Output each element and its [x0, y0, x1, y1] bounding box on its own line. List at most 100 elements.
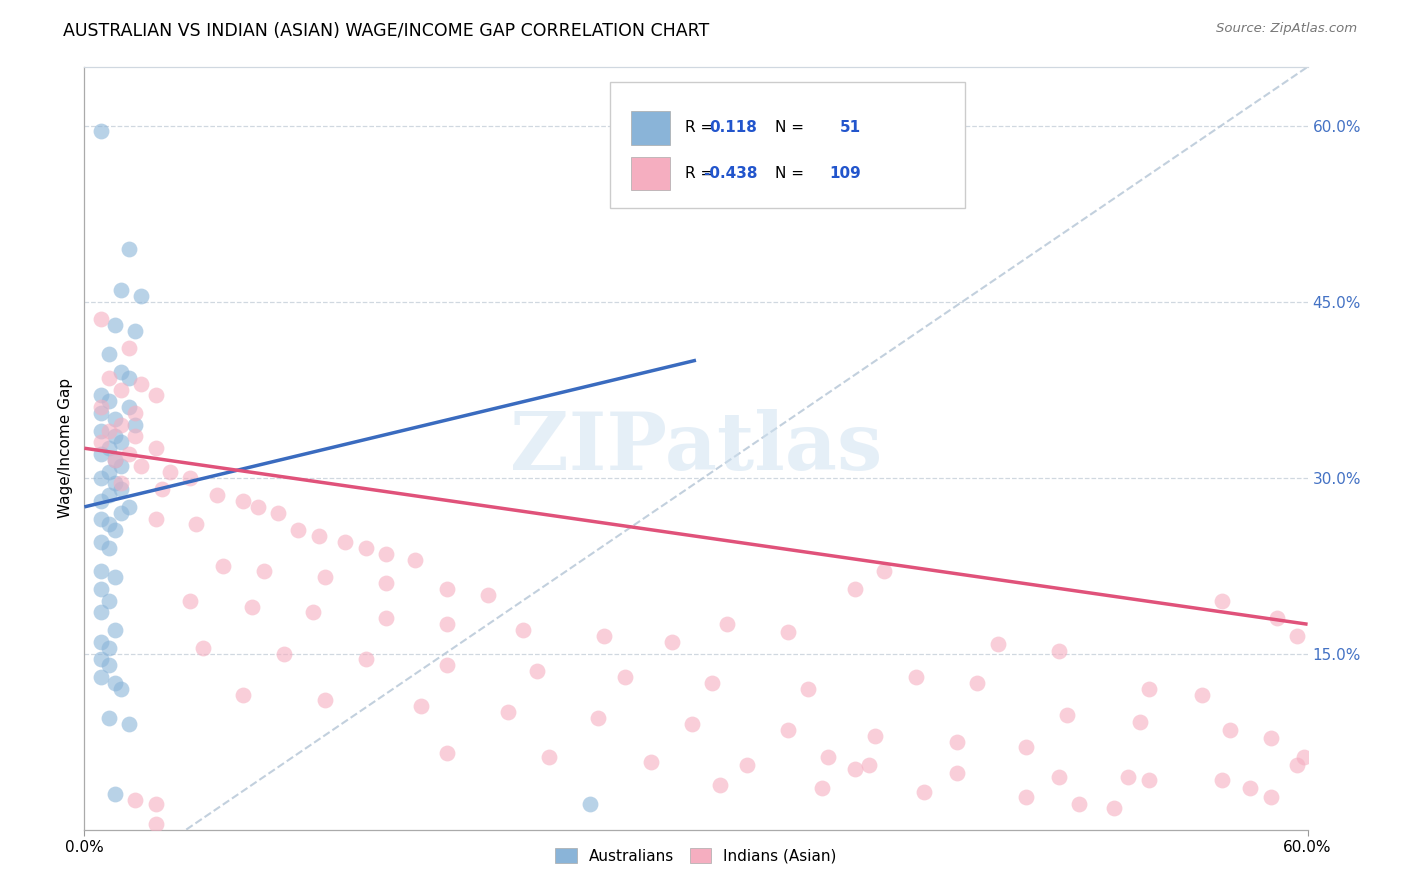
Point [90, 470, 112, 484]
Point [118, 717, 141, 731]
Point [1047, 770, 1070, 784]
Point [844, 582, 866, 596]
Point [409, 699, 432, 714]
Point [131, 458, 153, 473]
Point [97, 711, 120, 725]
Point [865, 729, 887, 743]
Point [90, 670, 112, 684]
Point [205, 488, 228, 502]
Point [661, 635, 683, 649]
Point [776, 723, 799, 737]
Point [253, 565, 276, 579]
Point [354, 541, 377, 555]
Point [90, 535, 112, 549]
Point [314, 570, 336, 584]
Point [118, 242, 141, 256]
Point [436, 617, 458, 632]
Point [404, 552, 426, 566]
Point [104, 453, 127, 467]
Point [1191, 688, 1213, 702]
Point [212, 558, 235, 573]
Point [110, 417, 132, 432]
Point [702, 676, 724, 690]
Point [97, 394, 120, 409]
Point [110, 483, 132, 497]
Point [246, 500, 269, 514]
Point [110, 681, 132, 696]
Point [90, 635, 112, 649]
Point [1137, 681, 1160, 696]
Point [104, 676, 127, 690]
Point [97, 371, 120, 385]
Point [375, 547, 398, 561]
Point [90, 435, 112, 450]
Point [118, 447, 141, 461]
Point [124, 429, 146, 443]
Point [436, 658, 458, 673]
Point [811, 781, 834, 796]
Point [1116, 770, 1139, 784]
Point [104, 524, 127, 538]
Point [104, 623, 127, 637]
Point [97, 517, 120, 532]
Point [90, 582, 112, 596]
Text: ZIPatlas: ZIPatlas [510, 409, 882, 487]
Point [90, 388, 112, 402]
Point [538, 749, 561, 764]
Y-axis label: Wage/Income Gap: Wage/Income Gap [58, 378, 73, 518]
Point [613, 670, 636, 684]
Text: R =: R = [685, 166, 713, 181]
Point [97, 541, 120, 555]
Point [273, 647, 295, 661]
Point [90, 606, 112, 620]
Point [1102, 801, 1125, 815]
Text: 0.118: 0.118 [709, 120, 758, 136]
Point [858, 758, 880, 772]
Point [118, 400, 141, 414]
Point [1239, 781, 1261, 796]
Point [124, 324, 146, 338]
Point [1069, 797, 1091, 811]
Point [797, 681, 820, 696]
Point [905, 670, 928, 684]
Point [512, 623, 534, 637]
Point [1286, 629, 1309, 643]
Text: AUSTRALIAN VS INDIAN (ASIAN) WAGE/INCOME GAP CORRELATION CHART: AUSTRALIAN VS INDIAN (ASIAN) WAGE/INCOME… [63, 22, 710, 40]
Point [110, 283, 132, 297]
Point [97, 488, 120, 502]
Text: N =: N = [776, 120, 804, 136]
Point [97, 640, 120, 655]
Point [110, 476, 132, 491]
Point [477, 588, 499, 602]
Point [150, 483, 173, 497]
Point [776, 625, 799, 640]
Point [97, 658, 120, 673]
Point [1047, 644, 1070, 658]
Point [593, 629, 616, 643]
Point [640, 755, 662, 769]
Point [844, 762, 866, 776]
Point [90, 400, 112, 414]
Point [586, 711, 609, 725]
Point [735, 758, 758, 772]
Point [1219, 723, 1241, 737]
Point [90, 447, 112, 461]
Point [1260, 731, 1282, 745]
Point [118, 342, 141, 356]
Text: N =: N = [776, 166, 804, 181]
Point [375, 611, 398, 625]
FancyBboxPatch shape [610, 82, 965, 208]
Point [179, 470, 201, 484]
Point [240, 599, 263, 614]
Point [110, 383, 132, 397]
Point [124, 406, 146, 420]
Point [97, 441, 120, 455]
Text: R =: R = [685, 120, 713, 136]
Point [97, 594, 120, 608]
Point [681, 717, 703, 731]
Point [90, 652, 112, 666]
Point [232, 494, 254, 508]
Point [436, 746, 458, 760]
Point [186, 517, 208, 532]
Point [375, 576, 398, 591]
